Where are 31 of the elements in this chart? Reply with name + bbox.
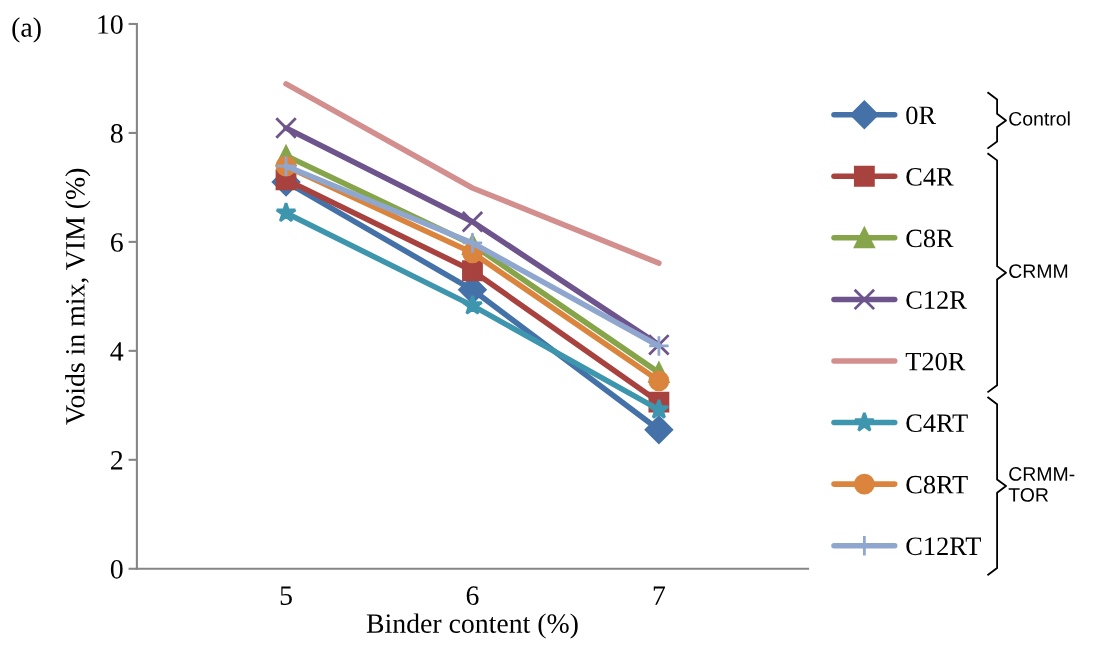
y-tick-label: 6 [111,233,123,252]
point [648,398,670,419]
legend-label: 0R [906,106,937,125]
y-tick-label: 2 [111,451,123,470]
y-tick-label: 0 [110,559,123,579]
x-tick-label: 6 [466,586,479,605]
legend-label: C4RT [906,414,968,433]
legend-label: T20R [905,352,966,371]
text: CRMM [1009,264,1068,279]
text: CRMM- TOR [1008,467,1075,502]
x-tick-label: 7 [653,586,666,605]
text: (a) [12,17,41,43]
point [644,415,674,444]
y-tick-label: 10 [98,15,123,34]
legend-label: C8R [906,229,954,248]
text: Control [1009,111,1070,126]
legend-label: C8RT [906,475,968,494]
legend-label: C12RT [906,537,981,556]
point [275,201,297,223]
x-tick-label: 5 [280,586,292,605]
point [461,294,484,315]
point [648,370,670,392]
y-axis-title: Voids in mix, VIM (%) [65,168,91,425]
legend-label: C12R [906,291,967,309]
y-tick-label: 8 [110,124,123,143]
x-axis-title: Binder content (%) [366,613,578,639]
legend-label: C4R [906,168,954,186]
point [462,260,483,282]
y-tick-label: 4 [110,342,124,361]
point [274,116,298,140]
point [461,210,484,233]
